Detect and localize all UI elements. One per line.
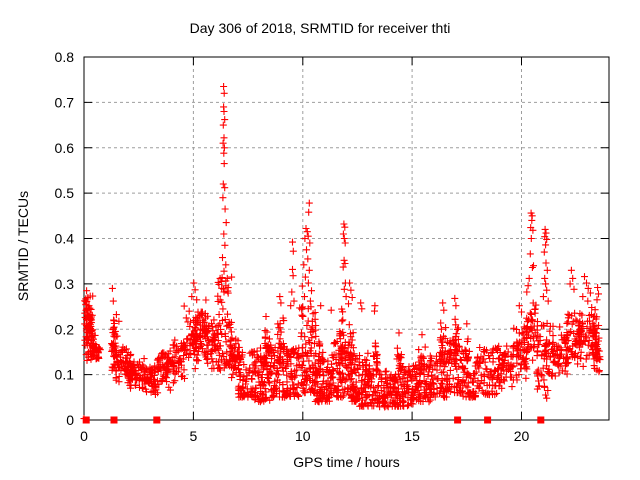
flagged-epoch-marker — [82, 416, 90, 424]
y-tick-label: 0.5 — [55, 185, 75, 201]
flagged-epoch-marker — [484, 416, 492, 424]
flagged-epoch-marker — [537, 416, 545, 424]
x-tick-label: 15 — [404, 428, 420, 444]
flagged-epoch-marker — [153, 416, 161, 424]
flagged-epoch-marker — [454, 416, 462, 424]
y-tick-label: 0.4 — [55, 231, 75, 247]
x-tick-label: 5 — [190, 428, 198, 444]
x-axis-title: GPS time / hours — [293, 454, 400, 470]
y-tick-label: 0 — [66, 412, 74, 428]
y-tick-label: 0.7 — [55, 94, 75, 110]
x-tick-label: 20 — [514, 428, 530, 444]
scatter-points — [80, 83, 604, 423]
y-tick-label: 0.2 — [55, 321, 75, 337]
y-tick-label: 0.3 — [55, 276, 75, 292]
y-tick-label: 0.8 — [55, 49, 75, 65]
chart-title: Day 306 of 2018, SRMTID for receiver tht… — [189, 20, 451, 36]
y-tick-label: 0.6 — [55, 140, 75, 156]
plot-border — [83, 56, 610, 421]
y-axis-title: SRMTID / TECUs — [15, 190, 31, 302]
x-tick-label: 0 — [80, 428, 88, 444]
flagged-epoch-marker — [110, 416, 118, 424]
y-tick-label: 0.1 — [55, 367, 75, 383]
x-tick-label: 10 — [295, 428, 311, 444]
